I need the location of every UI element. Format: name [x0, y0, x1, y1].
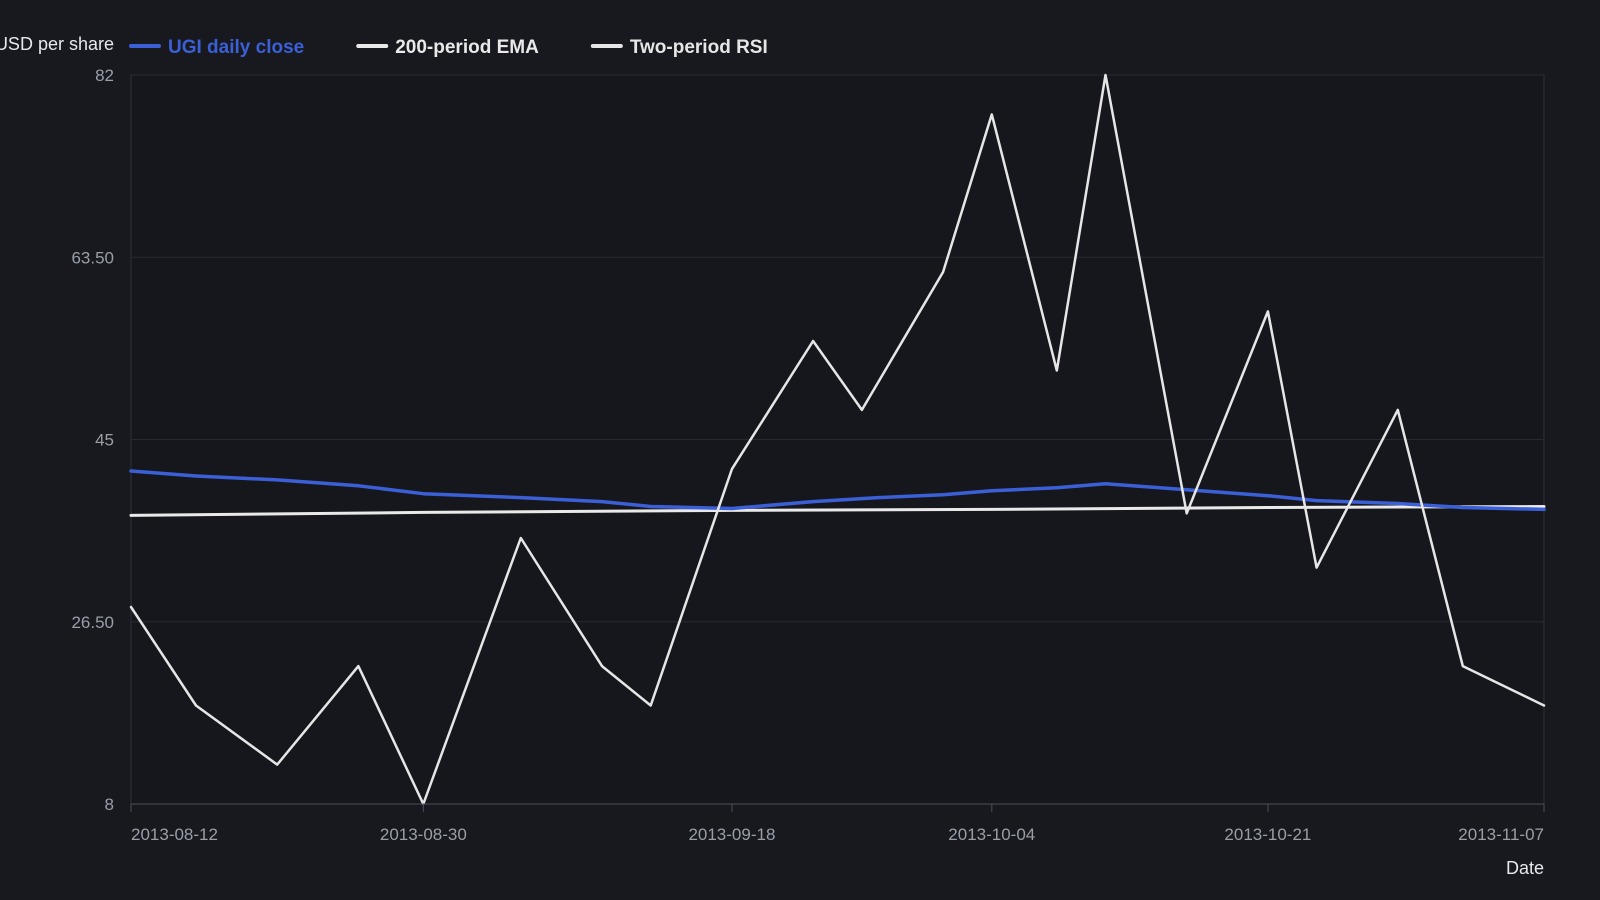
legend-label: 200-period EMA — [395, 37, 539, 58]
legend-label: Two-period RSI — [630, 37, 768, 58]
x-tick-labels: 2013-08-12 2013-08-30 2013-09-18 2013-10-04… — [131, 825, 1544, 844]
legend: UGI daily close 200-period EMA Two-period … — [129, 37, 768, 58]
x-tick-label: 2013-08-30 — [380, 825, 467, 844]
y-tick-label: 82 — [95, 66, 114, 85]
y-tick-label: 63.50 — [71, 248, 114, 267]
x-tick-label: 2013-10-21 — [1224, 825, 1311, 844]
y-tick-label: 26.50 — [71, 613, 114, 632]
series-line-1 — [129, 505, 1546, 517]
y-tick-label: 45 — [95, 431, 114, 450]
y-tick-labels: 82 63.50 45 26.50 8 — [71, 66, 114, 814]
legend-label: UGI daily close — [168, 37, 304, 58]
axes — [130, 803, 1545, 812]
series-lines — [129, 73, 1546, 806]
x-tick-label: 2013-09-18 — [688, 825, 775, 844]
series-line-0 — [129, 469, 1546, 512]
series-line-2 — [129, 73, 1546, 806]
x-tick-label: 2013-08-12 — [131, 825, 218, 844]
x-tick-label: 2013-10-04 — [948, 825, 1035, 844]
x-axis-title: Date — [1506, 858, 1544, 878]
x-tick-label: 2013-11-07 — [1458, 825, 1544, 844]
y-axis-title: USD per share — [0, 34, 114, 54]
y-tick-label: 8 — [105, 795, 114, 814]
